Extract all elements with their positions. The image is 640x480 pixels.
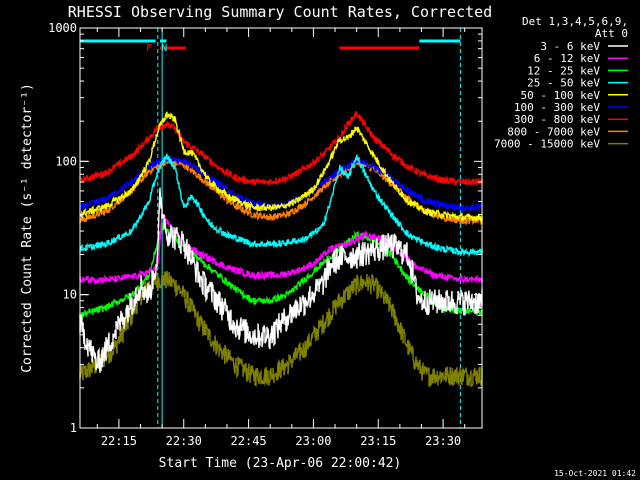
y-tick-label: 1 [70,421,77,435]
legend-header-line-2: Att 0 [595,27,628,40]
x-tick-label: 22:45 [231,434,267,448]
series-line-3 [79,153,483,258]
y-axis-label: Corrected Count Rate (s⁻¹ detector⁻¹) [20,83,35,373]
series-line-5 [79,155,483,214]
flag-label: F [146,43,152,54]
x-tick-label: 23:15 [360,434,396,448]
legend-label: 50 - 100 keV [521,89,601,102]
legend-label: 12 - 25 keV [527,64,600,77]
series-line-2 [79,222,483,319]
x-tick-label: 22:15 [101,434,137,448]
legend-label: 25 - 50 keV [527,77,600,90]
x-tick-label: 23:00 [295,434,331,448]
plot-frame [79,27,483,429]
y-tick-label: 100 [55,154,77,168]
footer-date: 15-Oct-2021 01:42 [554,469,636,478]
legend-header: Det 1,3,4,5,6,9, Att 0 [522,15,628,40]
series-line-1 [79,212,483,286]
chart-title: RHESSI Observing Summary Count Rates, Co… [68,3,492,21]
legend-label: 6 - 12 keV [534,52,601,65]
x-tick-label: 22:30 [166,434,202,448]
legend-header-line-1: Det 1,3,4,5,6,9, [522,15,628,28]
series-line-7 [79,157,483,226]
x-axis-label: Start Time (23-Apr-06 22:00:42) [159,456,402,471]
legend-label: 300 - 800 keV [514,113,600,126]
legend-label: 100 - 300 keV [514,101,600,114]
y-tick-label: 10 [63,288,77,302]
series-line-4 [79,111,483,222]
plot-area: F N 1 10 100 1000 22:15 22:30 22:45 23:00 23:15 23:… [48,21,483,448]
series-line-0 [79,187,483,373]
legend-label: 7000 - 15000 keV [494,138,600,151]
x-tick-label: 23:30 [425,434,461,448]
legend-label: 3 - 6 keV [540,40,600,53]
flag-label: N [161,43,167,54]
series-line-6 [79,110,483,186]
legend-label: 800 - 7000 keV [507,125,600,138]
y-tick-label: 1000 [48,21,77,35]
